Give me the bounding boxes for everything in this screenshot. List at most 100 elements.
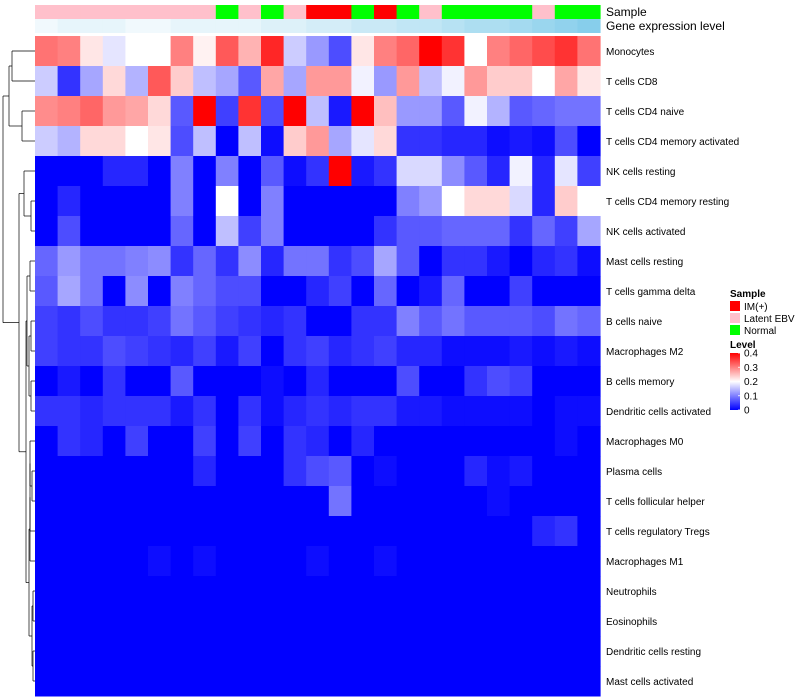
heatmap-cell — [328, 456, 352, 487]
heatmap-cell — [554, 276, 578, 307]
heatmap-cell — [215, 546, 239, 577]
row-label: T cells gamma delta — [606, 287, 696, 298]
heatmap-cell — [215, 576, 239, 607]
heatmap-cell — [102, 156, 126, 187]
heatmap-cell — [532, 486, 556, 517]
heatmap-cell — [419, 486, 443, 517]
heatmap-cell — [396, 336, 420, 367]
heatmap-cell — [328, 546, 352, 577]
heatmap-cell — [57, 246, 81, 277]
heatmap-cell — [577, 276, 601, 307]
expression-track-label: Gene expression level — [606, 19, 725, 33]
heatmap-cell — [57, 636, 81, 667]
heatmap-cell — [261, 126, 285, 157]
heatmap-cell — [125, 666, 149, 697]
expression-annotation-cell — [193, 19, 217, 33]
heatmap-cell — [57, 456, 81, 487]
heatmap-cell — [283, 486, 307, 517]
heatmap-cell — [487, 126, 511, 157]
row-label: B cells memory — [606, 377, 674, 388]
heatmap-cell — [148, 636, 172, 667]
heatmap-cell — [170, 456, 194, 487]
heatmap-cell — [80, 396, 104, 427]
heatmap-cell — [396, 576, 420, 607]
heatmap-cell — [80, 276, 104, 307]
heatmap-cell — [441, 426, 465, 457]
heatmap-cell — [80, 66, 104, 97]
heatmap-cell — [238, 516, 262, 547]
heatmap-cell — [464, 306, 488, 337]
heatmap-cell — [238, 486, 262, 517]
row-label: Monocytes — [606, 47, 654, 58]
heatmap-cell — [57, 426, 81, 457]
heatmap-cell — [170, 186, 194, 217]
legend-level-title: Level — [730, 340, 756, 351]
heatmap-cell — [554, 126, 578, 157]
heatmap-cell — [532, 576, 556, 607]
heatmap-cell — [283, 216, 307, 247]
heatmap-cell — [532, 396, 556, 427]
heatmap-cell — [35, 126, 59, 157]
heatmap-cell — [238, 36, 262, 67]
heatmap-cell — [35, 216, 59, 247]
heatmap-cell — [125, 516, 149, 547]
heatmap-cell — [215, 246, 239, 277]
heatmap-cell — [396, 366, 420, 397]
heatmap-cell — [215, 276, 239, 307]
heatmap-cell — [102, 456, 126, 487]
sample-annotation-cell — [215, 5, 239, 19]
heatmap-cell — [238, 666, 262, 697]
heatmap-cell — [102, 486, 126, 517]
heatmap-cell — [577, 336, 601, 367]
heatmap-cell — [306, 246, 330, 277]
heatmap-cell — [396, 486, 420, 517]
heatmap-cell — [532, 606, 556, 637]
heatmap-cell — [215, 336, 239, 367]
heatmap-cell — [80, 156, 104, 187]
row-label: T cells CD4 memory activated — [606, 137, 739, 148]
heatmap-cell — [464, 636, 488, 667]
heatmap-cell — [374, 546, 398, 577]
heatmap-cell — [261, 366, 285, 397]
heatmap-cell — [102, 516, 126, 547]
heatmap-cell — [102, 426, 126, 457]
heatmap-cell — [193, 156, 217, 187]
heatmap-cell — [193, 276, 217, 307]
heatmap-cell — [464, 486, 488, 517]
heatmap-cell — [532, 456, 556, 487]
heatmap-cell — [283, 96, 307, 127]
heatmap-cell — [306, 96, 330, 127]
heatmap-cell — [396, 156, 420, 187]
heatmap-cell — [554, 456, 578, 487]
heatmap-cell — [554, 216, 578, 247]
heatmap-cell — [193, 486, 217, 517]
sample-annotation-cell — [374, 5, 398, 19]
heatmap-cell — [441, 306, 465, 337]
sample-annotation-cell — [80, 5, 104, 19]
heatmap-cell — [487, 636, 511, 667]
heatmap-cell — [306, 186, 330, 217]
heatmap-cell — [193, 456, 217, 487]
heatmap-cell — [441, 96, 465, 127]
heatmap-cell — [487, 246, 511, 277]
heatmap-cell — [238, 636, 262, 667]
heatmap-cell — [306, 306, 330, 337]
heatmap-cell — [328, 306, 352, 337]
heatmap-cell — [170, 546, 194, 577]
heatmap-cell — [577, 516, 601, 547]
heatmap-cell — [419, 276, 443, 307]
heatmap-cell — [238, 606, 262, 637]
expression-annotation-cell — [328, 19, 352, 33]
heatmap-cell — [283, 306, 307, 337]
sample-track-label: Sample — [606, 5, 647, 19]
heatmap-cell — [441, 396, 465, 427]
heatmap-cell — [261, 246, 285, 277]
heatmap-cell — [351, 366, 375, 397]
heatmap-cell — [170, 366, 194, 397]
heatmap-cell — [283, 456, 307, 487]
sample-annotation-cell — [102, 5, 126, 19]
row-label: Macrophages M2 — [606, 347, 684, 358]
heatmap-cell — [441, 486, 465, 517]
heatmap-cell — [374, 456, 398, 487]
heatmap-cell — [306, 516, 330, 547]
